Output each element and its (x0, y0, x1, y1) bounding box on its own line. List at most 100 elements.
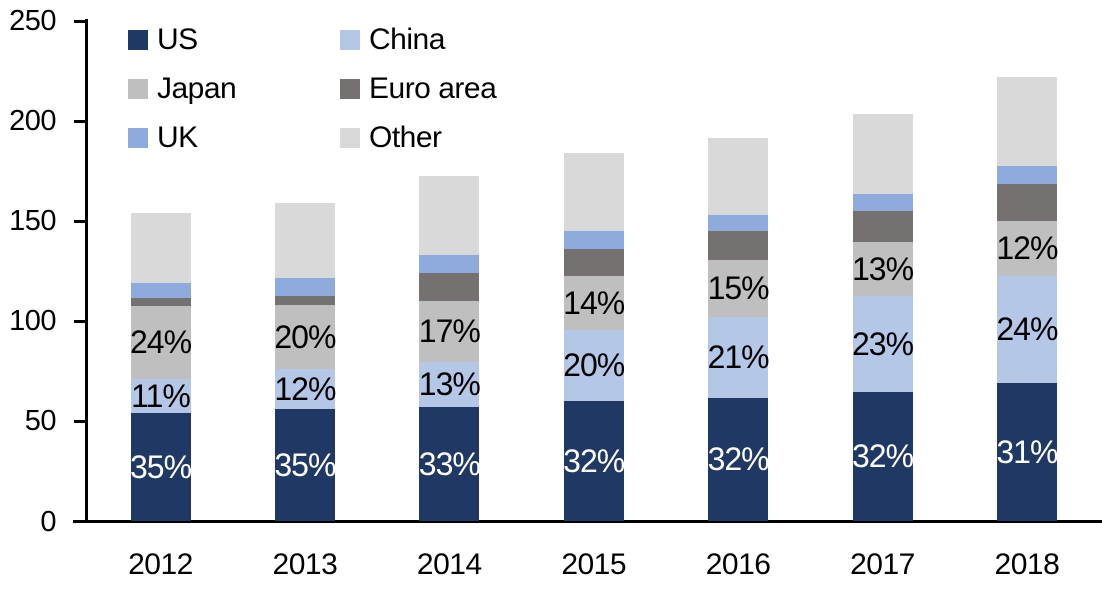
segment-label-japan: 24% (129, 324, 192, 361)
x-axis-label: 2014 (416, 548, 482, 581)
bar-segment-us: 32% (563, 400, 625, 521)
bar-segment-japan: 13% (851, 241, 914, 296)
segment-label-us: 32% (563, 442, 625, 479)
bar-segment-other (130, 212, 191, 283)
legend-swatch-euro-area (340, 79, 360, 99)
bar-segment-us: 35% (274, 408, 336, 521)
bar-2018: 31% 24% 12% (996, 76, 1058, 521)
bar-segment-japan: 24% (129, 305, 192, 379)
bar-segment-us: 33% (418, 406, 481, 521)
bar-segment-japan: 17% (418, 300, 481, 362)
segment-label-japan: 15% (707, 270, 770, 307)
segment-label-china: 13% (418, 366, 481, 403)
bar-2017: 32% 23% 13% (851, 113, 914, 521)
bar-segment-us: 35% (129, 412, 192, 521)
bar-segment-china: 24% (996, 275, 1058, 383)
segment-label-us: 32% (707, 441, 770, 478)
legend-item-other: Other (340, 121, 496, 154)
y-axis-tick (74, 19, 86, 23)
bar-segment-euro-area (419, 272, 480, 301)
segment-label-china: 24% (996, 311, 1058, 348)
segment-label-us: 35% (129, 448, 192, 485)
x-axis-label: 2016 (705, 548, 771, 581)
legend-label-euro-area: Euro area (369, 72, 497, 105)
segment-label-china: 20% (563, 347, 625, 384)
segment-label-china: 12% (274, 370, 336, 407)
legend-swatch-japan (128, 79, 148, 99)
bar-segment-uk (563, 230, 624, 249)
y-axis-label: 250 (9, 5, 56, 37)
bar-segment-us: 32% (851, 391, 914, 521)
legend-label-uk: UK (157, 121, 198, 154)
legend-item-us: US (128, 23, 340, 56)
bar-segment-other (563, 152, 624, 231)
y-axis-label: 150 (9, 205, 56, 238)
legend-item-japan: Japan (128, 72, 340, 105)
x-axis-label: 2015 (561, 548, 627, 581)
bar-segment-uk (274, 277, 335, 296)
legend-label-china: China (369, 23, 445, 56)
y-axis-label: 50 (24, 405, 57, 438)
bar-segment-uk (708, 214, 769, 231)
segment-label-us: 32% (851, 438, 914, 475)
segment-label-japan: 13% (851, 250, 914, 287)
bar-segment-other (419, 175, 480, 255)
x-axis-label: 2012 (128, 548, 193, 581)
bar-segment-euro-area (563, 248, 624, 276)
bar-segment-euro-area (996, 183, 1057, 221)
y-axis-tick (74, 419, 86, 423)
bar-segment-china: 23% (852, 295, 914, 392)
bar-segment-uk (130, 282, 191, 298)
bar-segment-china: 21% (707, 316, 770, 398)
x-axis-label: 2018 (994, 548, 1060, 581)
legend-item-uk: UK (128, 121, 340, 154)
bar-2013: 35% 12% 20% (274, 202, 336, 521)
bar-2015: 32% 20% 14% (563, 152, 625, 521)
bar-segment-other (708, 137, 769, 215)
bar-2016: 32% 21% 15% (707, 137, 770, 521)
bar-segment-other (274, 202, 335, 278)
segment-label-japan: 14% (563, 284, 625, 321)
y-axis-tick (74, 219, 86, 223)
segment-label-china: 21% (707, 339, 770, 376)
x-axis-label: 2013 (272, 548, 338, 581)
bar-segment-china: 12% (274, 368, 336, 409)
y-axis-label: 100 (9, 305, 56, 338)
y-axis-label: 0 (40, 505, 56, 538)
legend-swatch-other (340, 128, 360, 148)
bar-segment-euro-area (708, 230, 769, 260)
legend-label-japan: Japan (157, 72, 237, 105)
y-axis-line (85, 19, 88, 523)
legend-swatch-china (340, 30, 360, 50)
legend-item-euro-area: Euro area (340, 72, 497, 105)
y-axis-tick (74, 319, 86, 323)
segment-label-japan: 12% (996, 230, 1058, 267)
bar-segment-uk (852, 193, 913, 211)
segment-label-japan: 17% (418, 313, 481, 350)
bar-segment-uk (996, 165, 1057, 184)
bar-segment-euro-area (130, 297, 191, 306)
bar-segment-china: 11% (130, 377, 191, 414)
bar-segment-uk (419, 254, 480, 273)
legend-swatch-uk (128, 128, 148, 148)
segment-label-us: 35% (274, 446, 336, 483)
bar-segment-euro-area (852, 210, 913, 242)
bar-segment-us: 31% (996, 382, 1058, 521)
legend: US China Japan Euro area UK Other (128, 23, 497, 154)
bar-segment-japan: 20% (274, 304, 336, 369)
legend-item-china: China (340, 23, 496, 56)
legend-label-us: US (157, 23, 198, 56)
legend-label-other: Other (369, 121, 442, 154)
bar-segment-japan: 15% (707, 259, 770, 317)
segment-label-us: 33% (418, 445, 481, 482)
legend-swatch-us (128, 30, 148, 50)
segment-label-us: 31% (996, 433, 1058, 470)
x-axis-line (73, 520, 1102, 523)
bar-segment-japan: 12% (996, 220, 1058, 276)
segment-label-china: 11% (131, 377, 191, 414)
bar-segment-other (852, 113, 913, 194)
bar-segment-china: 20% (563, 329, 625, 401)
y-axis-label: 200 (9, 105, 56, 138)
bar-2012: 35% 11% 24% (129, 212, 192, 521)
bar-2014: 33% 13% 17% (418, 175, 481, 521)
